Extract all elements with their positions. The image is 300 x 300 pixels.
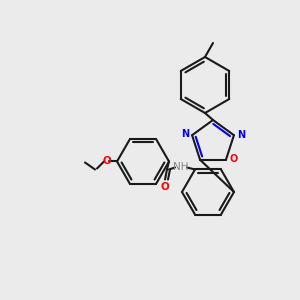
Text: N: N xyxy=(237,130,245,140)
Text: O: O xyxy=(160,182,169,193)
Text: O: O xyxy=(230,154,238,164)
Text: N: N xyxy=(181,129,189,139)
Text: O: O xyxy=(103,157,111,166)
Text: NH: NH xyxy=(173,163,189,172)
